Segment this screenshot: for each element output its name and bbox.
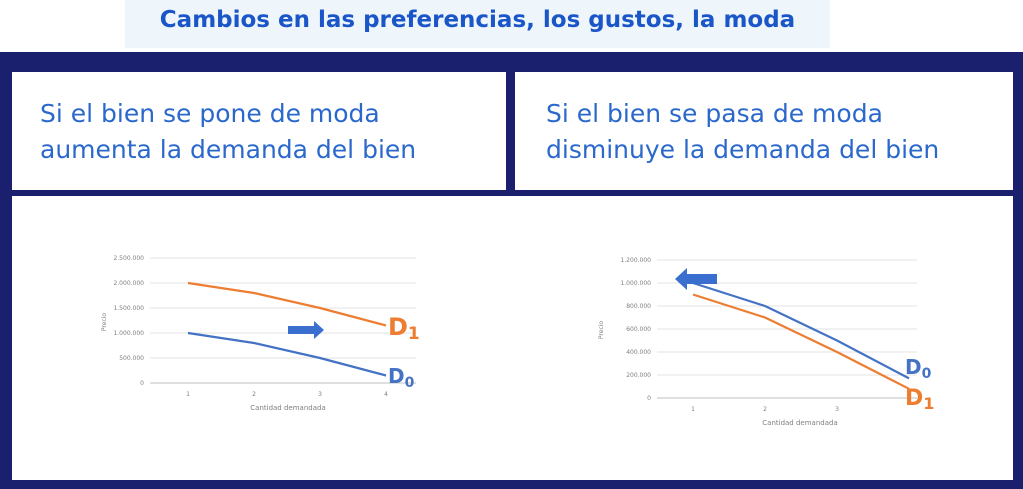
title-bar: Cambios en las preferencias, los gustos,… (125, 0, 830, 48)
series-line-d0 (187, 331, 387, 377)
left-panel-line-2: aumenta la demanda del bien (40, 135, 417, 164)
series-line-d1 (187, 281, 387, 327)
left-panel-text: Si el bien se pone de moda aumenta la de… (40, 96, 416, 168)
y-tick-label: 0 (647, 395, 651, 402)
curve-label-d1: D1 (905, 386, 934, 413)
y-axis-title: Precio (598, 321, 605, 340)
curve-label-d0: D0 (388, 364, 415, 391)
y-tick-label: 800.000 (626, 303, 651, 310)
left-text-panel: Si el bien se pone de moda aumenta la de… (12, 72, 506, 190)
y-tick-label: 500.000 (119, 355, 144, 362)
right-panel-line-2: disminuye la demanda del bien (546, 135, 940, 164)
slide-frame: Si el bien se pone de moda aumenta la de… (0, 52, 1023, 489)
chart-demand-increase: 0 500.000 1.000.000 1.500.000 2.000.000 2.500… (101, 255, 420, 412)
x-axis-title: Cantidad demandada (250, 404, 325, 412)
y-tick-label: 400.000 (626, 349, 651, 356)
y-tick-label: 2.000.000 (113, 280, 144, 287)
page-title: Cambios en las preferencias, los gustos,… (159, 7, 796, 33)
right-panel-text: Si el bien se pasa de moda disminuye la … (546, 96, 939, 168)
x-axis-title: Cantidad demandada (762, 419, 837, 427)
y-tick-label: 600.000 (626, 326, 651, 333)
right-text-panel: Si el bien se pasa de moda disminuye la … (515, 72, 1013, 190)
right-panel-line-1: Si el bien se pasa de moda (546, 99, 883, 128)
shift-arrow-right-icon (288, 321, 324, 339)
x-tick-label: 1 (186, 391, 190, 398)
y-tick-label: 1.200.000 (620, 257, 651, 264)
x-tick-label: 1 (691, 406, 695, 413)
y-tick-label: 0 (140, 380, 144, 387)
x-tick-label: 4 (384, 391, 388, 398)
y-tick-label: 2.500.000 (113, 255, 144, 262)
chart-demand-decrease: 0 200.000 400.000 600.000 800.000 1.000.000 1.… (598, 257, 934, 427)
charts-panel (12, 196, 1013, 480)
x-tick-label: 2 (763, 406, 767, 413)
x-tick-label: 3 (318, 391, 322, 398)
x-tick-label: 3 (835, 406, 839, 413)
curve-label-d0: D0 (905, 355, 932, 382)
y-tick-label: 1.500.000 (113, 305, 144, 312)
y-tick-label: 200.000 (626, 372, 651, 379)
left-panel-line-1: Si el bien se pone de moda (40, 99, 380, 128)
shift-arrow-left-icon (675, 268, 717, 290)
series-line-d0 (692, 281, 910, 380)
series-line-d1 (692, 293, 910, 390)
y-tick-label: 1.000.000 (620, 280, 651, 287)
y-tick-label: 1.000.000 (113, 330, 144, 337)
x-tick-label: 2 (252, 391, 256, 398)
curve-label-d1: D1 (388, 313, 420, 344)
y-axis-title: Precio (101, 313, 108, 332)
